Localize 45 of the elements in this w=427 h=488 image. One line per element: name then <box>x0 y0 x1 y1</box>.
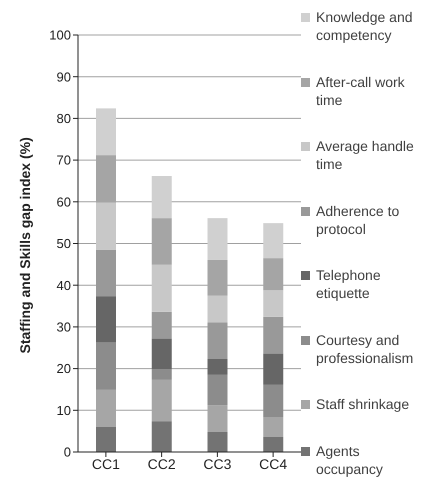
bar <box>152 264 172 312</box>
y-tick-label: 60 <box>56 194 71 210</box>
legend-label: Staff shrinkage <box>316 395 410 414</box>
bar <box>152 422 172 452</box>
x-tick-label: CC4 <box>259 456 288 472</box>
bar <box>96 296 116 342</box>
x-tick-label: CC2 <box>148 456 176 472</box>
bar <box>263 223 284 258</box>
y-tick-label: 70 <box>56 152 71 168</box>
bar <box>152 338 172 370</box>
bar <box>152 176 172 218</box>
bar <box>263 416 284 437</box>
bar <box>263 436 284 452</box>
x-tick-label: CC1 <box>92 456 120 472</box>
bar <box>96 108 116 156</box>
bar <box>208 218 228 260</box>
legend-label: Courtesy and professionalism <box>316 330 414 367</box>
legend-label: Knowledge and competency <box>316 8 414 44</box>
legend-label: Average handle time <box>316 137 415 174</box>
y-axis-title: Staffing and Skills gap index (%) <box>16 137 33 354</box>
bar <box>208 359 228 374</box>
legend-label: Telephone etiquette <box>316 266 382 302</box>
legend-label: Agents occupancy <box>316 442 384 478</box>
y-tick-label: 20 <box>56 361 71 376</box>
bar <box>208 432 228 452</box>
y-tick-label: 30 <box>56 320 71 335</box>
y-tick-label: 50 <box>56 236 71 252</box>
x-tick-label: CC3 <box>203 456 232 472</box>
y-tick-label: 80 <box>56 111 71 126</box>
bar <box>263 384 284 417</box>
bar <box>96 202 116 250</box>
legend-label: Adherence to protocol <box>316 202 400 238</box>
y-tick-label: 100 <box>49 28 71 43</box>
bar <box>152 369 172 380</box>
y-tick-label: 10 <box>56 402 71 418</box>
bar <box>208 296 228 322</box>
y-tick-label: 0 <box>64 444 71 460</box>
bar <box>263 290 284 317</box>
y-tick-label: 40 <box>56 278 71 293</box>
y-tick-label: 90 <box>56 69 71 84</box>
legend-label: After-call work time <box>316 72 406 109</box>
bar <box>96 426 116 452</box>
bar <box>208 374 228 406</box>
bar <box>96 342 116 390</box>
bar <box>263 354 284 384</box>
